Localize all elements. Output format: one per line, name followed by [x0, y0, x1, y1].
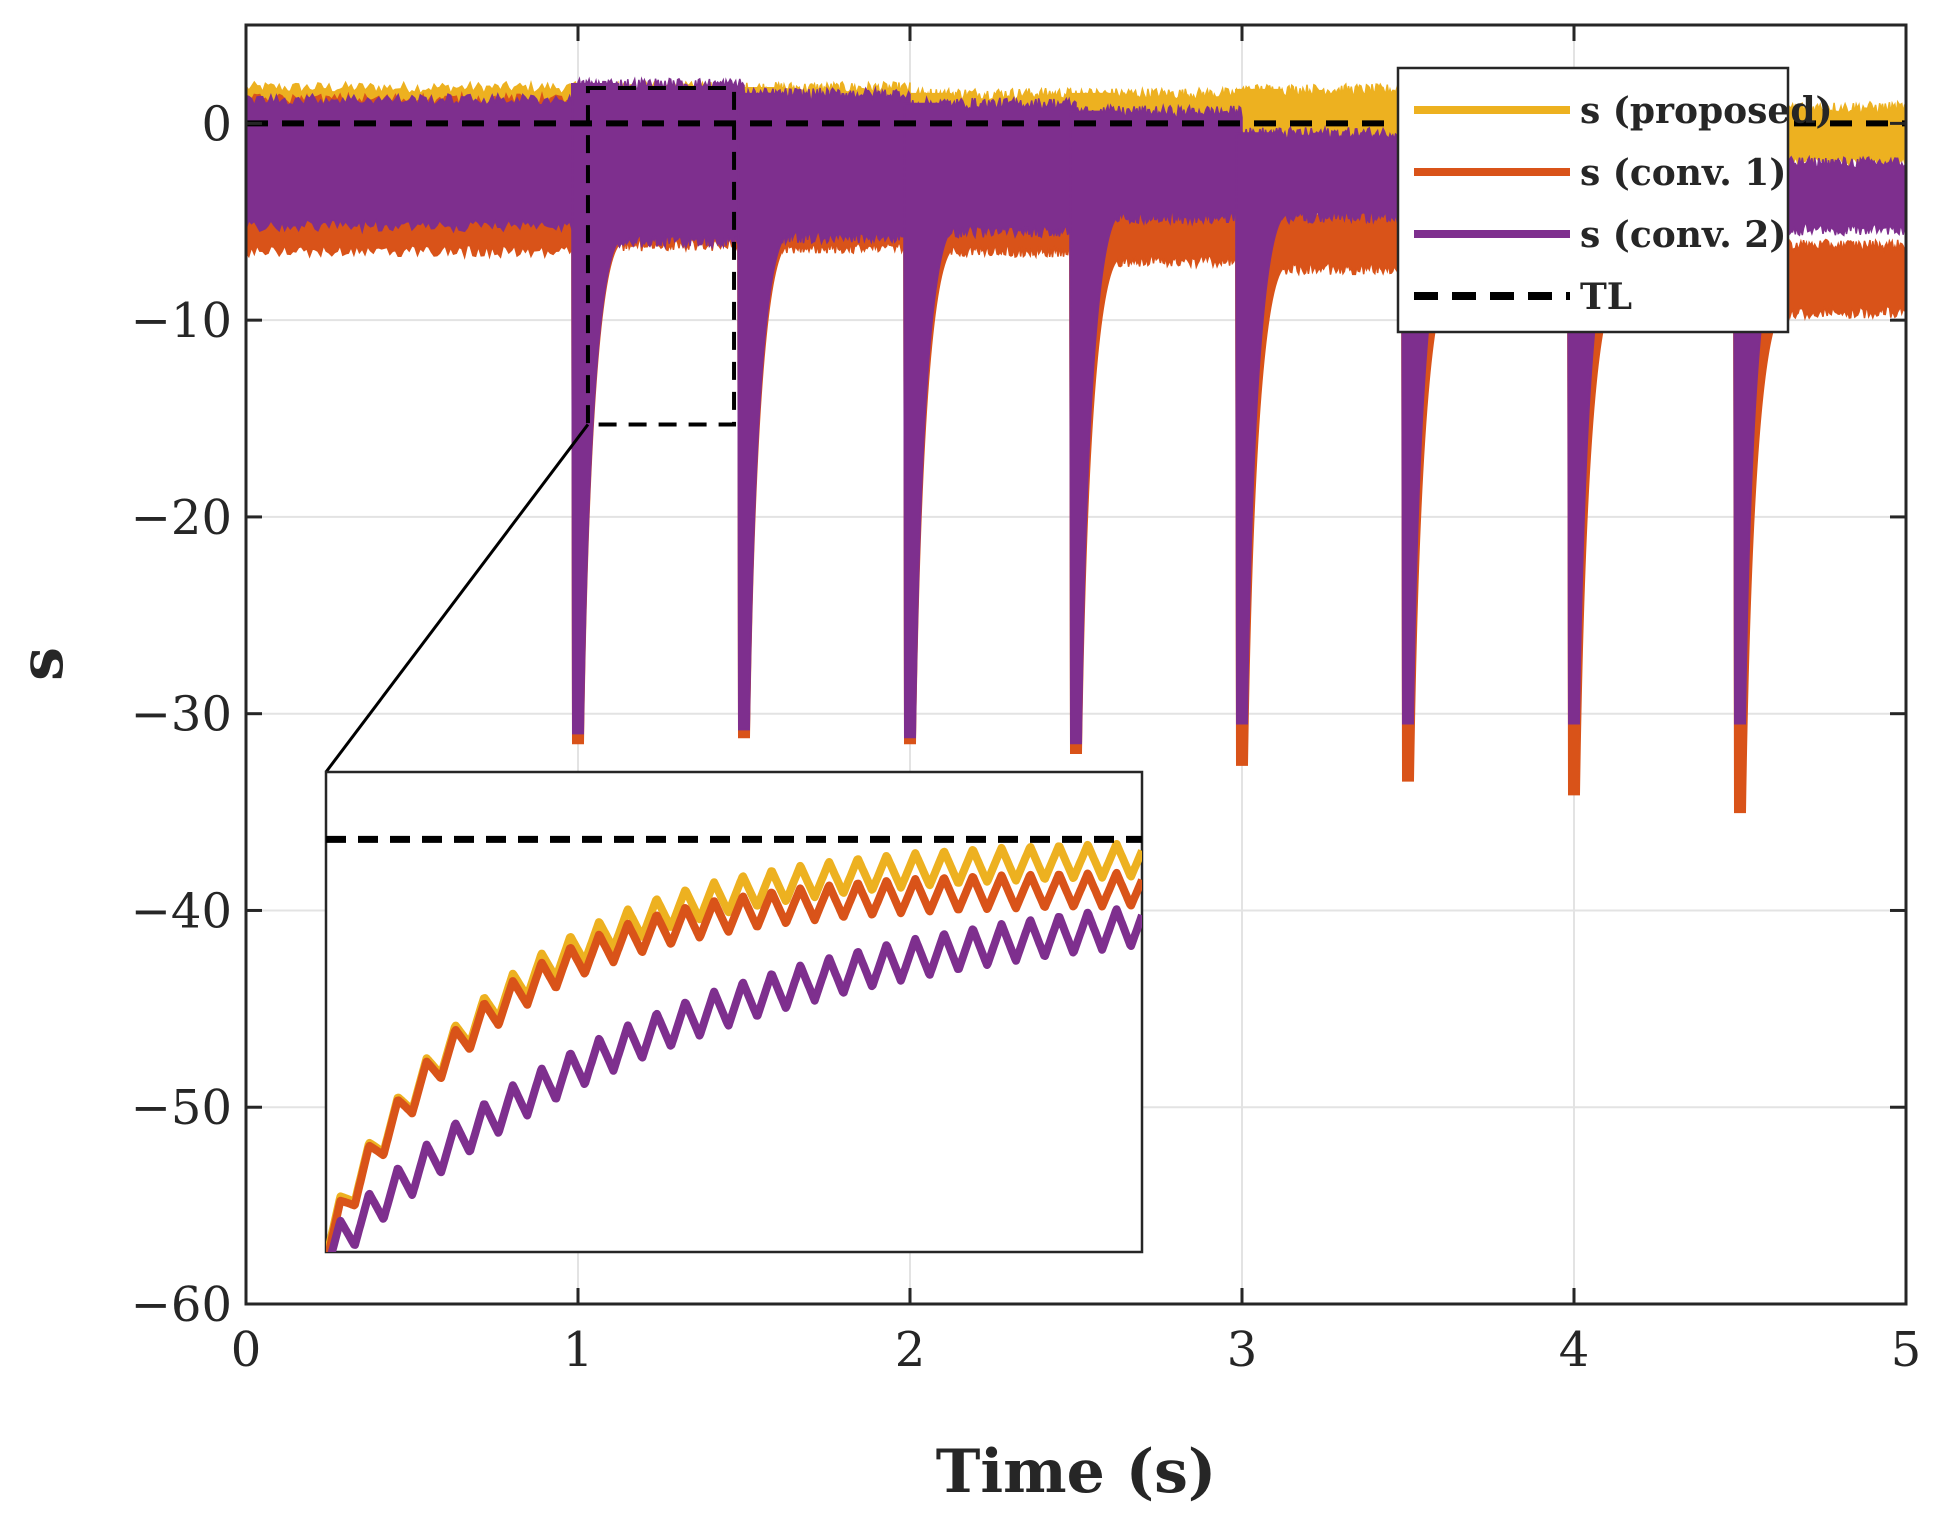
x-tick-label: 1 [563, 1322, 594, 1378]
inset-series-s-conv-1 [326, 868, 1142, 1252]
inset-series-s-conv-2 [327, 905, 1142, 1252]
x-tick-label: 2 [895, 1322, 926, 1378]
y-tick-label: −50 [131, 1080, 232, 1136]
transient-spike [1234, 132, 1283, 725]
band-segment [246, 92, 579, 235]
transient-spike [1068, 110, 1117, 745]
x-tick-label: 0 [231, 1322, 262, 1378]
x-tick-label: 4 [1559, 1322, 1590, 1378]
inset-series-layer [326, 835, 1142, 1252]
y-tick-label: −30 [131, 687, 232, 743]
y-tick-label: 0 [201, 96, 232, 152]
legend: s (proposed) s (conv. 1) s (conv. 2) TL [1396, 66, 1833, 334]
legend-entry-label: s (conv. 1) [1580, 152, 1786, 194]
zoom-region-box [585, 85, 737, 427]
zoom-connector-line [324, 423, 590, 773]
legend-entry-label: s (proposed) [1580, 90, 1833, 132]
y-axis-label: s [7, 647, 77, 681]
legend-entry-label: TL [1580, 276, 1632, 318]
ticks: 0 1 2 3 4 5 0 −10 −20 −30 −40 −50 −60 [131, 25, 1922, 1378]
transient-spike [736, 92, 785, 731]
transient-spike [902, 102, 951, 739]
y-tick-label: −10 [131, 293, 232, 349]
legend-entry-label: s (conv. 2) [1580, 214, 1786, 256]
x-axis-label: Time (s) [936, 1437, 1217, 1507]
inset-axes [324, 770, 1144, 1254]
x-tick-label: 5 [1891, 1322, 1922, 1378]
y-tick-label: −40 [131, 883, 232, 939]
series-s-conv-2 [246, 76, 1906, 745]
transient-spike [570, 83, 619, 735]
axes-frame [244, 23, 1908, 1306]
x-tick-label: 3 [1227, 1322, 1258, 1378]
y-tick-label: −20 [131, 490, 232, 546]
y-tick-label: −60 [131, 1277, 232, 1333]
zoom-indicator [324, 85, 737, 773]
